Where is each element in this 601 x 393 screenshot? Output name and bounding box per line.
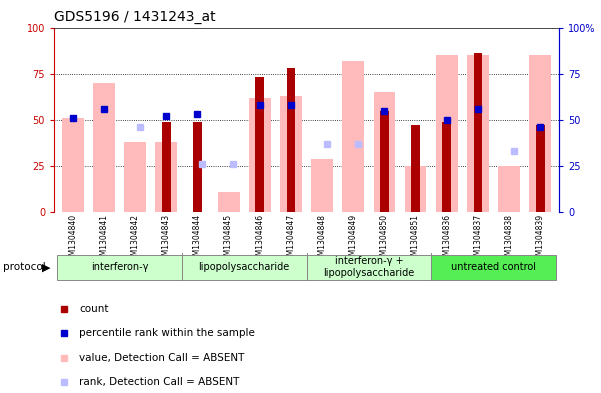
Bar	[162, 122, 171, 212]
Bar	[62, 118, 84, 212]
Bar	[287, 68, 295, 212]
FancyBboxPatch shape	[431, 255, 556, 280]
Text: rank, Detection Call = ABSENT: rank, Detection Call = ABSENT	[79, 377, 240, 387]
Bar	[498, 166, 520, 212]
Bar	[255, 77, 264, 212]
Text: interferon-γ: interferon-γ	[91, 262, 148, 272]
Bar	[536, 125, 545, 212]
Bar	[442, 122, 451, 212]
Text: percentile rank within the sample: percentile rank within the sample	[79, 328, 255, 338]
Bar	[404, 166, 427, 212]
Text: ▶: ▶	[42, 262, 50, 272]
Bar	[249, 98, 270, 212]
Bar	[93, 83, 115, 212]
Bar	[529, 55, 551, 212]
Text: GDS5196 / 1431243_at: GDS5196 / 1431243_at	[54, 10, 216, 24]
Bar	[436, 55, 457, 212]
Text: lipopolysaccharide: lipopolysaccharide	[198, 262, 290, 272]
Bar	[124, 142, 146, 212]
Bar	[380, 111, 389, 212]
Bar	[373, 92, 395, 212]
Text: untreated control: untreated control	[451, 262, 536, 272]
Bar	[311, 159, 333, 212]
Text: interferon-γ +
lipopolysaccharide: interferon-γ + lipopolysaccharide	[323, 257, 415, 278]
Bar	[467, 55, 489, 212]
Text: value, Detection Call = ABSENT: value, Detection Call = ABSENT	[79, 353, 245, 363]
Bar	[343, 61, 364, 212]
Bar	[156, 142, 177, 212]
Bar	[193, 122, 202, 212]
Bar	[280, 96, 302, 212]
FancyBboxPatch shape	[307, 255, 431, 280]
Text: protocol: protocol	[3, 262, 46, 272]
Bar	[474, 53, 482, 212]
Bar	[218, 192, 240, 212]
FancyBboxPatch shape	[57, 255, 182, 280]
FancyBboxPatch shape	[182, 255, 307, 280]
Bar	[411, 125, 420, 212]
Text: count: count	[79, 303, 109, 314]
